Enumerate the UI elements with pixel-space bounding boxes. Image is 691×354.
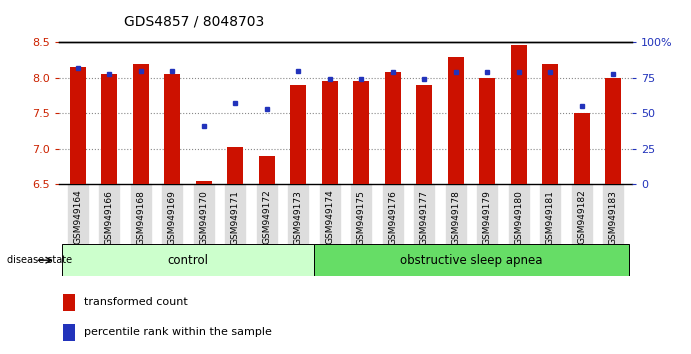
Bar <box>574 113 589 184</box>
Bar <box>353 81 369 184</box>
Bar <box>290 85 306 184</box>
Bar <box>63 294 75 311</box>
Bar <box>196 181 211 184</box>
Text: transformed count: transformed count <box>84 297 187 307</box>
Bar <box>62 244 314 276</box>
Bar <box>314 244 629 276</box>
Text: control: control <box>167 254 209 267</box>
Bar <box>542 64 558 184</box>
Text: obstructive sleep apnea: obstructive sleep apnea <box>400 254 543 267</box>
Text: GDS4857 / 8048703: GDS4857 / 8048703 <box>124 14 265 28</box>
Bar <box>417 85 432 184</box>
Bar <box>102 74 117 184</box>
Bar <box>448 57 464 184</box>
Bar <box>480 78 495 184</box>
Bar <box>322 81 338 184</box>
Bar <box>605 78 621 184</box>
Bar <box>63 324 75 341</box>
Bar <box>70 67 86 184</box>
Bar <box>164 74 180 184</box>
Bar <box>259 156 274 184</box>
Bar <box>133 64 149 184</box>
Text: disease state: disease state <box>7 255 72 265</box>
Bar <box>227 147 243 184</box>
Bar <box>511 45 527 184</box>
Text: percentile rank within the sample: percentile rank within the sample <box>84 327 272 337</box>
Bar <box>385 72 401 184</box>
